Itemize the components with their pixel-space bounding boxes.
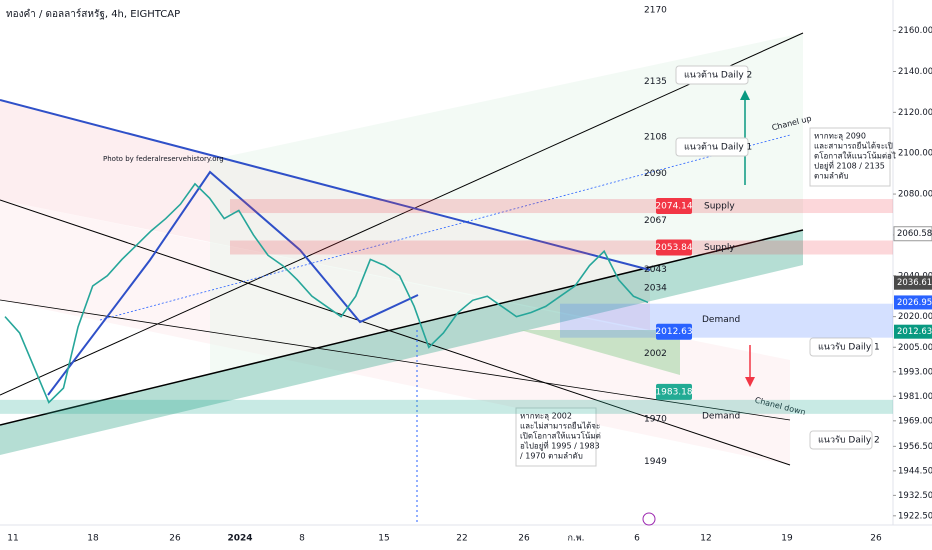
note-box	[809, 127, 891, 187]
zone-label: Supply	[704, 243, 735, 253]
target-fill	[520, 330, 680, 375]
y-tick-label: 2160.00	[898, 26, 932, 36]
note-line: และสามารถยืนได้จะเปิ	[814, 142, 893, 151]
zone-value: 1983.18	[655, 387, 692, 397]
level-label: 2034	[644, 284, 667, 294]
price-tag-label: 2060.58	[897, 229, 932, 239]
note-line: / 1970 ตามลำดับ	[520, 452, 583, 461]
y-tick-label: 2005.00	[898, 343, 932, 353]
price-tag-label: 2036.61	[897, 278, 932, 288]
price-tag	[894, 295, 932, 310]
note-line: เปิดโอกาสให้แนวโน้มต่	[520, 431, 601, 441]
x-tick-label: 26	[169, 534, 181, 544]
y-tick-label: 1932.50	[898, 491, 932, 501]
event-icon	[642, 512, 656, 526]
level-label: 2135	[644, 77, 667, 87]
annotation: แนวต้าน Daily 1	[684, 142, 752, 153]
zone	[230, 199, 893, 214]
x-tick-label: 22	[456, 534, 467, 544]
level-label: 2043	[644, 265, 667, 275]
y-tick-label: 2020.00	[898, 312, 932, 322]
arrow-up-head	[740, 90, 750, 100]
note-line: หากทะลุ 2090	[814, 132, 866, 141]
zone-label: Supply	[704, 202, 735, 212]
zone-value: 2012.63	[655, 327, 692, 337]
channel-line	[0, 32, 804, 396]
y-tick-label: 2080.00	[898, 190, 932, 200]
zone-tag	[656, 239, 692, 256]
zone-value: 2053.84	[655, 243, 692, 253]
price-tag-label: 2012.63	[897, 327, 932, 337]
channel-line	[99, 134, 791, 321]
x-tick-label: 15	[378, 534, 389, 544]
label-box	[675, 65, 749, 85]
label-box	[675, 137, 749, 157]
zone	[230, 240, 893, 255]
price-tag	[894, 324, 932, 339]
chart-title: ทองคำ / ดอลลาร์สหรัฐ, 4h, EIGHTCAP	[6, 8, 180, 20]
x-tick-label: 18	[87, 534, 99, 544]
y-tick-label: 2140.00	[898, 67, 932, 77]
price-tag	[894, 275, 932, 290]
note-box	[515, 407, 597, 467]
x-tick-label: ก.พ.	[567, 534, 584, 544]
zone-label: Demand	[702, 411, 740, 421]
x-tick-label: 19	[781, 534, 793, 544]
label-box	[809, 337, 873, 357]
x-tick-label: 26	[870, 534, 882, 544]
x-tick-label: 11	[7, 534, 18, 544]
annotation: แนวต้าน Daily 2	[684, 70, 752, 81]
arrow-down-head	[745, 377, 755, 387]
level-label: 1949	[644, 457, 667, 467]
y-tick-label: 1969.00	[898, 416, 932, 426]
label-box	[809, 430, 873, 450]
y-tick-label: 1981.00	[898, 392, 932, 402]
y-tick-label: 1993.00	[898, 367, 932, 377]
y-tick-label: 2120.00	[898, 108, 932, 118]
x-tick-label: 6	[634, 534, 640, 544]
zone-tag	[656, 198, 692, 215]
level-label: 2108	[644, 132, 667, 142]
level-label: 2170	[644, 6, 667, 16]
y-tick-label: 1944.50	[898, 466, 932, 476]
note-line: ตามลำดับ	[814, 172, 849, 181]
channel-line	[0, 229, 804, 426]
note-line: และไม่สามารถยืนได้จะ	[520, 422, 600, 431]
note-line: อไปอยู่ที่ 1995 / 1983	[520, 440, 600, 452]
annotation: แนวรับ Daily 1	[818, 343, 880, 353]
zone-tag	[656, 383, 692, 400]
x-tick-label: 12	[700, 534, 711, 544]
zone-tag	[656, 323, 692, 340]
y-tick-label: 1922.50	[898, 511, 932, 521]
channel-line	[0, 299, 791, 421]
level-label: 2090	[644, 169, 667, 179]
trend-line	[0, 99, 651, 271]
zone	[560, 303, 893, 338]
asc-band	[0, 230, 803, 455]
note-line: ปอยู่ที่ 2108 / 2135	[814, 160, 885, 172]
y-tick-label: 1956.50	[898, 442, 932, 452]
price-tag	[893, 226, 932, 242]
zone	[0, 399, 893, 414]
level-label: 2002	[644, 349, 667, 359]
zone-label: Demand	[702, 315, 740, 325]
wave-line	[47, 170, 419, 396]
level-label: 2067	[644, 216, 667, 226]
zone-value: 2074.14	[655, 202, 692, 212]
y-tick-label: 2100.00	[898, 149, 932, 159]
price-line	[4, 182, 649, 404]
x-tick-label: 8	[299, 534, 305, 544]
price-tag-label: 2026.95	[897, 298, 932, 308]
x-tick-label: 2024	[227, 534, 252, 544]
level-label: 1970	[644, 414, 667, 424]
credit: Photo by federalreservehistory.org	[103, 155, 224, 163]
annotation: แนวรับ Daily 2	[818, 436, 880, 446]
channel-line	[0, 199, 791, 466]
x-tick-label: 26	[518, 534, 530, 544]
note-line: หากทะลุ 2002	[520, 412, 572, 421]
note-line: ดโอกาสให้แนวโน้มต่อไ	[814, 151, 896, 161]
